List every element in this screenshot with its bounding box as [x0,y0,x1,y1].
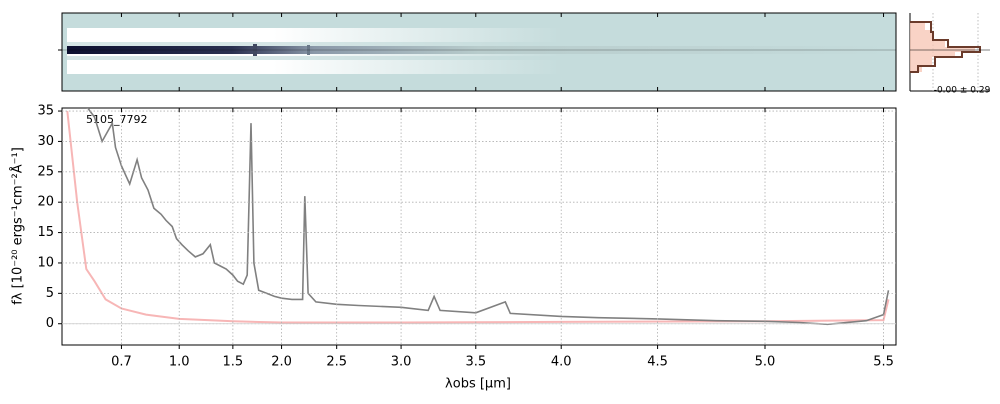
plot-area [61,107,897,346]
y-tick-label: 30 [37,134,54,149]
x-tick-label: 5.5 [873,355,894,370]
x-tick-label: 4.5 [647,355,668,370]
y-axis-label: fλ [10⁻²⁰ ergs⁻¹cm⁻²Å⁻¹] [10,147,26,305]
x-tick-label: 2.0 [271,355,292,370]
x-tick-label: 1.5 [223,355,244,370]
x-tick-label: 0.7 [111,355,132,370]
x-tick-label: 5.0 [755,355,776,370]
x-tick-label: 2.5 [326,355,347,370]
residual-histogram: -0.00 ± 0.29 [909,13,991,96]
y-tick-label: 5 [46,286,54,301]
stats-label: -0.00 ± 0.29 [934,86,991,96]
y-tick-label: 0 [46,316,54,331]
x-tick-label: 3.0 [391,355,412,370]
annotation: 5105_7792 [86,113,148,126]
spectrum-2d [58,12,897,92]
y-tick-label: 25 [37,164,54,179]
x-tick-label: 4.0 [551,355,572,370]
x-tick-label: 3.5 [465,355,486,370]
y-tick-label: 35 [37,104,54,119]
y-tick-label: 15 [37,225,54,240]
y-tick-label: 10 [37,255,54,270]
x-tick-label: 1.0 [169,355,190,370]
spectrum-line [86,108,890,326]
x-axis-label: λobs [μm] [445,377,511,392]
y-tick-label: 20 [37,195,54,210]
